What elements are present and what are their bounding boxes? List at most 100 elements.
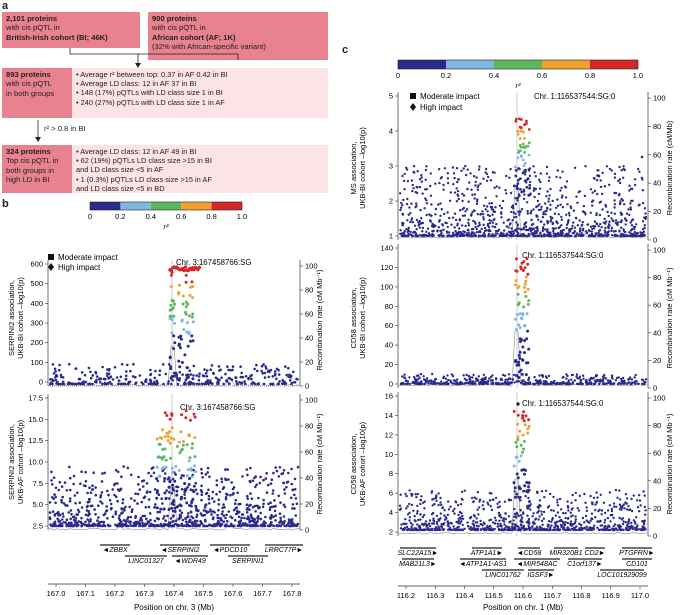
snp-point: [442, 375, 446, 378]
snp-point: [205, 375, 209, 378]
b-bottom-ylabel: SERPINI2 association,UKB-AF cohort –log1…: [7, 419, 25, 504]
snp-point: [168, 521, 172, 524]
snp-point: [265, 472, 269, 475]
snp-point: [598, 520, 601, 523]
snp-point: [262, 363, 265, 366]
x-tick-label: 167.5: [194, 589, 213, 598]
snp-point: [527, 519, 530, 523]
snp-point: [245, 503, 249, 507]
snp-point: [254, 485, 257, 489]
snp-point: [181, 373, 184, 376]
snp-point: [267, 502, 270, 506]
snp-point: [527, 481, 531, 485]
snp-point: [494, 519, 498, 522]
box3-line3: in both groups: [6, 88, 55, 98]
y-tick-label: 80: [385, 302, 393, 311]
snp-point: [219, 518, 223, 522]
snp-point: [94, 370, 97, 374]
snp-point: [103, 512, 107, 515]
snp-point: [269, 523, 272, 526]
y-tick-label: 2.5: [33, 522, 43, 531]
snp-point: [412, 187, 415, 190]
snp-point: [425, 528, 428, 531]
gene-label: PTGFRN►: [619, 550, 655, 557]
snp-point: [62, 502, 66, 505]
snp-point: [184, 517, 188, 520]
box1-line3: British-Irish cohort (BI; 46K): [6, 32, 108, 42]
snp-point: [542, 380, 546, 383]
snp-point: [408, 516, 412, 519]
snp-point: [170, 466, 174, 470]
snp-point: [489, 528, 492, 532]
snp-point: [527, 232, 530, 236]
snp-point: [185, 366, 189, 370]
box3-stat-2: • Average LD class: 12 in AF 37 in BI: [76, 79, 197, 89]
r-tick-label: 20: [305, 500, 313, 509]
snp-point: [600, 226, 603, 229]
snp-point: [175, 375, 178, 379]
snp-point: [246, 515, 250, 518]
snp-point: [461, 517, 465, 520]
snp-point: [49, 378, 52, 381]
snp-point: [520, 155, 523, 159]
x-tick-label: 167.2: [106, 589, 125, 598]
snp-point: [515, 313, 519, 317]
snp-point: [614, 229, 617, 233]
r-tick-label: 80: [305, 422, 313, 431]
snp-point: [538, 526, 541, 529]
snp-point: [518, 211, 521, 214]
snp-point: [84, 380, 88, 384]
snp-point: [271, 489, 275, 492]
snp-point: [239, 365, 242, 368]
snp-point: [638, 203, 641, 206]
snp-point: [179, 337, 183, 341]
snp-point: [493, 218, 496, 221]
snp-point: [484, 167, 488, 171]
snp-point: [589, 188, 593, 191]
snp-point: [486, 501, 489, 504]
r-tick-label: 100: [653, 394, 666, 403]
snp-point: [508, 521, 511, 524]
snp-point: [194, 504, 198, 508]
snp-point: [625, 497, 629, 500]
y-tick-label: 7.5: [33, 479, 43, 488]
snp-point: [240, 516, 243, 520]
snp-point: [101, 365, 104, 369]
snp-point: [476, 491, 480, 494]
snp-point: [483, 234, 487, 238]
snp-point: [246, 473, 249, 477]
c-legend-moderate: Moderate impact: [420, 92, 480, 101]
snp-point: [114, 495, 118, 499]
snp-point: [170, 331, 174, 335]
snp-point: [281, 382, 284, 385]
snp-point: [545, 209, 548, 213]
snp-point: [561, 206, 565, 209]
snp-point: [467, 229, 470, 232]
snp-point: [487, 234, 490, 237]
snp-point: [139, 516, 143, 520]
snp-point: [500, 516, 503, 519]
snp-point: [564, 516, 567, 520]
snp-point: [416, 510, 419, 513]
snp-point: [478, 165, 481, 168]
snp-point: [519, 228, 522, 231]
snp-point: [249, 466, 252, 470]
snp-point: [51, 510, 55, 513]
snp-point: [65, 518, 69, 521]
snp-point: [560, 215, 563, 219]
snp-point: [537, 178, 541, 181]
snp-point: [521, 416, 525, 420]
snp-point: [517, 370, 521, 374]
snp-point: [125, 519, 128, 523]
snp-point: [163, 477, 167, 480]
snp-point: [406, 382, 410, 385]
snp-point: [449, 379, 452, 382]
snp-point: [561, 232, 564, 235]
c-p1-ylabel: MS association,UKB-BI cohort –log10(p): [349, 127, 367, 209]
snp-point: [515, 229, 518, 233]
box4-stat-1: • Average LD class: 12 in AF 49 in BI: [76, 147, 197, 156]
snp-point: [526, 210, 529, 213]
snp-point: [515, 511, 518, 515]
snp-point: [484, 171, 487, 174]
snp-point: [603, 185, 607, 188]
